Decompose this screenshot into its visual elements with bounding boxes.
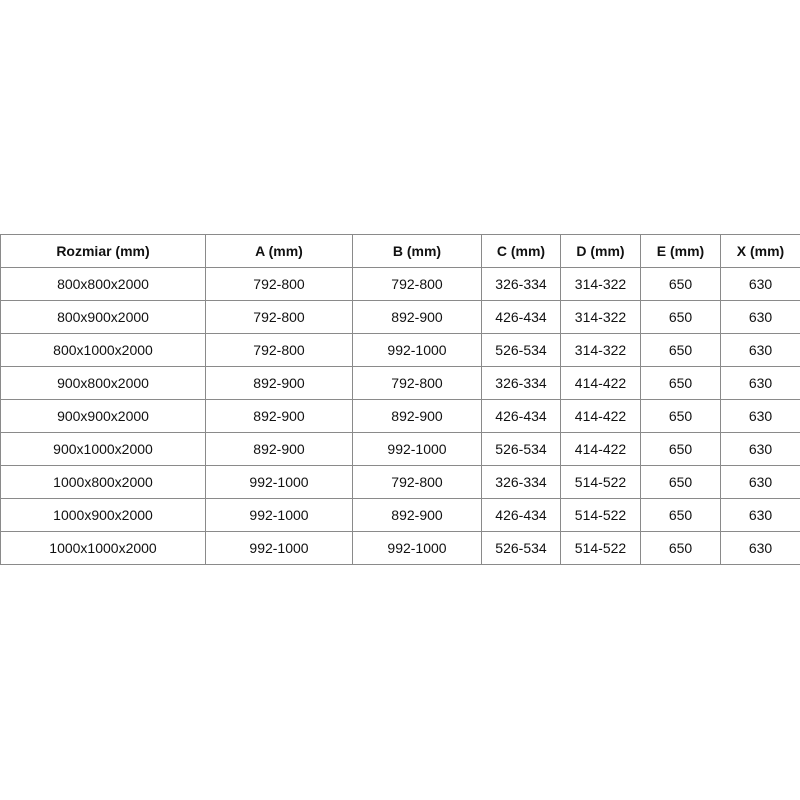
table-row: 800x1000x2000 792-800 992-1000 526-534 314-3… xyxy=(0,333,800,367)
table-cell: 514-522 xyxy=(560,465,641,499)
table-cell: 650 xyxy=(640,300,721,334)
table-cell: 800x900x2000 xyxy=(0,300,206,334)
table-cell: 1000x800x2000 xyxy=(0,465,206,499)
dimensions-table: Rozmiar (mm) A (mm) B (mm) C (mm) D (mm) E (m… xyxy=(0,234,800,565)
table-cell: 792-800 xyxy=(352,267,482,301)
table-cell: 992-1000 xyxy=(352,531,482,565)
table-cell: 514-522 xyxy=(560,498,641,532)
table-cell: 992-1000 xyxy=(205,531,353,565)
table-row: 900x900x2000 892-900 892-900 426-434 414-422… xyxy=(0,399,800,433)
table-cell: 426-434 xyxy=(481,300,561,334)
table-cell: 630 xyxy=(720,399,800,433)
table-cell: 792-800 xyxy=(205,333,353,367)
table-cell: 892-900 xyxy=(352,399,482,433)
table-cell: 630 xyxy=(720,465,800,499)
table-cell: 630 xyxy=(720,498,800,532)
table-cell: 630 xyxy=(720,531,800,565)
table-cell: 900x1000x2000 xyxy=(0,432,206,466)
column-header: C (mm) xyxy=(481,234,561,268)
table-cell: 426-434 xyxy=(481,399,561,433)
table-cell: 326-334 xyxy=(481,267,561,301)
table-row: 1000x800x2000 992-1000 792-800 326-334 514-5… xyxy=(0,465,800,499)
table-row: 900x1000x2000 892-900 992-1000 526-534 414-4… xyxy=(0,432,800,466)
table-row: 900x800x2000 892-900 792-800 326-334 414-422… xyxy=(0,366,800,400)
table-cell: 326-334 xyxy=(481,465,561,499)
table-cell: 630 xyxy=(720,432,800,466)
table-cell: 650 xyxy=(640,531,721,565)
header-row: Rozmiar (mm) A (mm) B (mm) C (mm) D (mm) E (m… xyxy=(0,234,800,268)
table-cell: 514-522 xyxy=(560,531,641,565)
table-cell: 900x900x2000 xyxy=(0,399,206,433)
table-cell: 314-322 xyxy=(560,333,641,367)
table-row: 800x800x2000 792-800 792-800 326-334 314-322… xyxy=(0,267,800,301)
table-cell: 414-422 xyxy=(560,399,641,433)
table-cell: 650 xyxy=(640,267,721,301)
table-row: 1000x1000x2000 992-1000 992-1000 526-534 514… xyxy=(0,531,800,565)
table-cell: 792-800 xyxy=(205,300,353,334)
table-cell: 892-900 xyxy=(352,498,482,532)
table-cell: 892-900 xyxy=(352,300,482,334)
table-cell: 992-1000 xyxy=(352,432,482,466)
table-row: 800x900x2000 792-800 892-900 426-434 314-322… xyxy=(0,300,800,334)
column-header: Rozmiar (mm) xyxy=(0,234,206,268)
table-cell: 800x1000x2000 xyxy=(0,333,206,367)
table-cell: 892-900 xyxy=(205,366,353,400)
table-cell: 414-422 xyxy=(560,366,641,400)
table-cell: 314-322 xyxy=(560,267,641,301)
table-row: 1000x900x2000 992-1000 892-900 426-434 514-5… xyxy=(0,498,800,532)
column-header: E (mm) xyxy=(640,234,721,268)
table-cell: 650 xyxy=(640,498,721,532)
table-cell: 992-1000 xyxy=(205,465,353,499)
table-cell: 1000x900x2000 xyxy=(0,498,206,532)
table-cell: 892-900 xyxy=(205,399,353,433)
table-cell: 426-434 xyxy=(481,498,561,532)
table-cell: 526-534 xyxy=(481,531,561,565)
table-cell: 630 xyxy=(720,333,800,367)
column-header: A (mm) xyxy=(205,234,353,268)
table-cell: 650 xyxy=(640,366,721,400)
table-cell: 650 xyxy=(640,432,721,466)
table-cell: 1000x1000x2000 xyxy=(0,531,206,565)
table-cell: 630 xyxy=(720,366,800,400)
table-cell: 992-1000 xyxy=(352,333,482,367)
table-cell: 792-800 xyxy=(352,366,482,400)
table-cell: 650 xyxy=(640,333,721,367)
table-cell: 792-800 xyxy=(205,267,353,301)
table-cell: 792-800 xyxy=(352,465,482,499)
column-header: D (mm) xyxy=(560,234,641,268)
table-cell: 630 xyxy=(720,267,800,301)
column-header: X (mm) xyxy=(720,234,800,268)
table-cell: 630 xyxy=(720,300,800,334)
table-cell: 650 xyxy=(640,399,721,433)
table-cell: 526-534 xyxy=(481,333,561,367)
column-header: B (mm) xyxy=(352,234,482,268)
table-cell: 414-422 xyxy=(560,432,641,466)
table-cell: 892-900 xyxy=(205,432,353,466)
table-cell: 992-1000 xyxy=(205,498,353,532)
table-cell: 526-534 xyxy=(481,432,561,466)
table-cell: 326-334 xyxy=(481,366,561,400)
table-cell: 650 xyxy=(640,465,721,499)
table-cell: 900x800x2000 xyxy=(0,366,206,400)
table-cell: 314-322 xyxy=(560,300,641,334)
table-cell: 800x800x2000 xyxy=(0,267,206,301)
